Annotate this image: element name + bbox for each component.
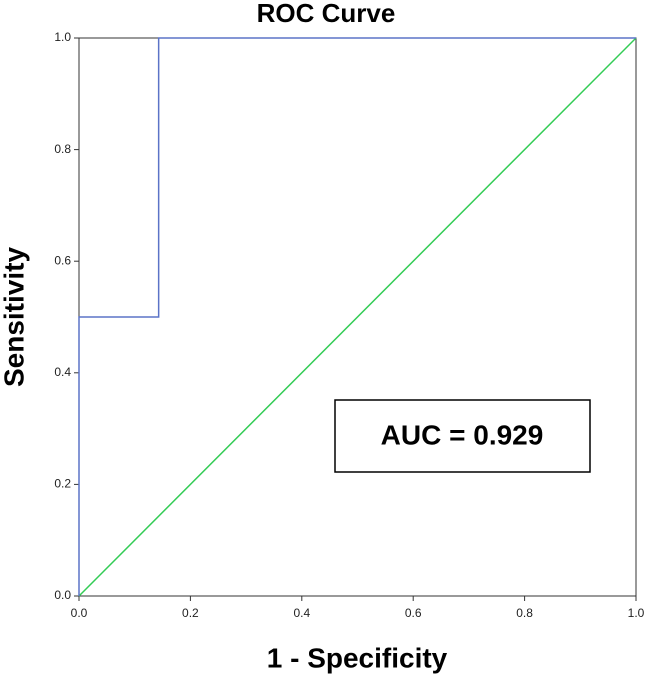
- x-tick-label: 0.8: [516, 606, 533, 620]
- y-tick-label: 0.8: [54, 142, 71, 156]
- y-tick-label: 1.0: [54, 30, 71, 44]
- x-tick-label: 0.2: [182, 606, 199, 620]
- chart-title: ROC Curve: [257, 0, 396, 28]
- y-tick-label: 0.0: [54, 588, 71, 602]
- x-tick-label: 1.0: [628, 606, 645, 620]
- x-tick-label: 0.6: [405, 606, 422, 620]
- annotation-box: [334, 399, 591, 473]
- y-tick-label: 0.2: [54, 477, 71, 491]
- y-tick-label: 0.6: [54, 253, 71, 267]
- x-tick-label: 0.4: [293, 606, 310, 620]
- roc-line: [78, 37, 637, 597]
- roc-line: [78, 37, 636, 596]
- y-tick-label: 0.4: [54, 365, 71, 379]
- x-axis-label: 1 - Specificity: [267, 642, 448, 673]
- x-tick-label: 0.0: [71, 606, 88, 620]
- annotation: AUC = 0.929: [381, 419, 544, 450]
- y-axis-label: Sensitivity: [0, 247, 29, 387]
